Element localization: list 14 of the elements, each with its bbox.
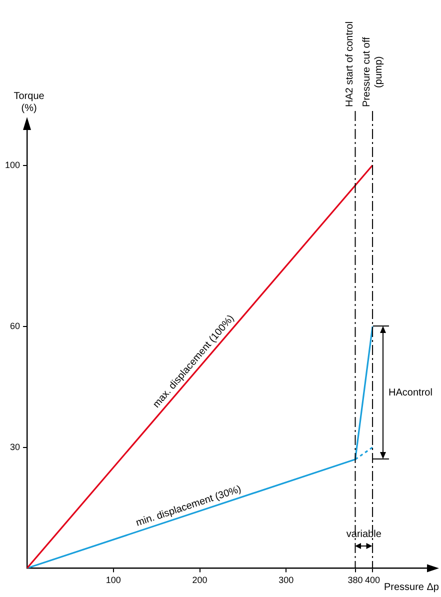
x-tick-label: 300 — [278, 575, 294, 586]
x-tick-label: 100 — [106, 575, 121, 586]
y-tick-label: 30 — [10, 442, 20, 452]
annotation: variable — [346, 528, 382, 540]
x-tick-label: 400 — [365, 575, 380, 586]
y-tick-label: 100 — [4, 160, 20, 170]
x-tick-label: 380 — [348, 575, 363, 586]
annotation: HAcontrol — [388, 388, 432, 399]
x-tick-label: 200 — [192, 575, 208, 586]
ref-line-label: HA2 start of control — [344, 21, 356, 107]
x-axis-title: Pressure Δp — [384, 582, 440, 594]
ref-line-label: Pressure cut off (pump) — [362, 36, 385, 108]
y-axis-title: Torque (%) — [14, 91, 45, 114]
y-tick-label: 60 — [10, 320, 20, 331]
